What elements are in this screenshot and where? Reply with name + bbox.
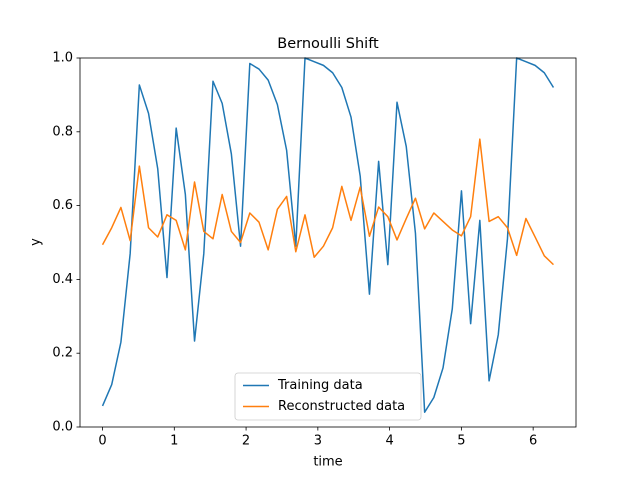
chart-title: Bernoulli Shift [277, 36, 379, 52]
y-tick-label: 0.6 [52, 198, 73, 213]
y-tick-label: 0.4 [52, 272, 73, 287]
x-tick-label: 1 [170, 434, 178, 449]
y-tick-label: 0.2 [52, 346, 73, 361]
legend-label: Training data [277, 378, 363, 393]
data-line [101, 57, 555, 413]
plot-frame [79, 57, 577, 428]
y-tick-label: 0.0 [52, 420, 73, 435]
x-axis-label: time [313, 455, 342, 470]
x-tick-label: 4 [385, 434, 393, 449]
x-tick-label: 5 [457, 434, 465, 449]
y-tick-label: 0.8 [52, 124, 73, 139]
legend-box [234, 372, 422, 421]
legend-label: Reconstructed data [278, 399, 405, 414]
y-tick-label: 1.0 [52, 51, 73, 66]
x-tick-label: 3 [314, 434, 322, 449]
y-axis-label: y [29, 238, 44, 246]
x-tick-label: 6 [529, 434, 537, 449]
data-line [101, 138, 554, 266]
x-tick-label: 0 [98, 434, 106, 449]
x-tick-label: 2 [242, 434, 250, 449]
